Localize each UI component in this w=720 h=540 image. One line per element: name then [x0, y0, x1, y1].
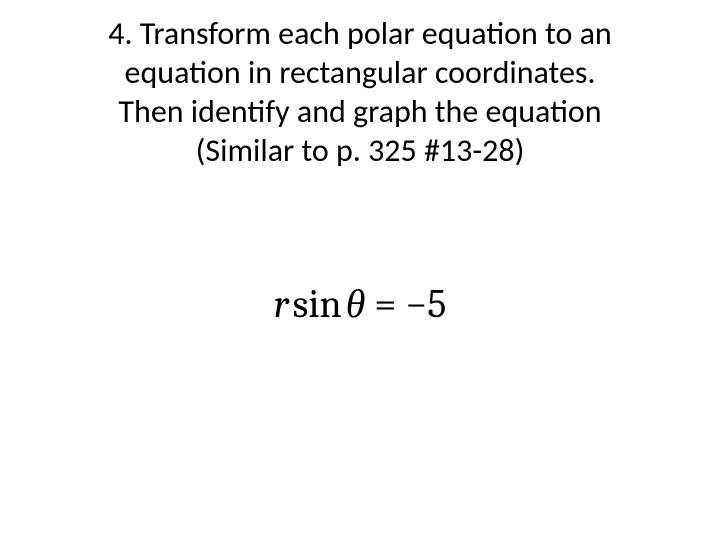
- equation-equals: =: [374, 281, 396, 327]
- polar-equation: rsinθ = −5: [274, 281, 447, 327]
- slide: 4. Transform each polar equation to an e…: [0, 0, 720, 540]
- equation-rhs: −5: [405, 281, 446, 327]
- title-line-3: Then identify and graph the equation: [24, 92, 696, 131]
- title-line-1: 4. Transform each polar equation to an: [24, 14, 696, 53]
- equation-sin: sin: [293, 281, 342, 327]
- title-block: 4. Transform each polar equation to an e…: [0, 14, 720, 170]
- equation-theta: θ: [346, 281, 366, 327]
- equation-block: rsinθ = −5: [0, 280, 720, 327]
- title-line-2: equation in rectangular coordinates.: [24, 53, 696, 92]
- equation-r: r: [274, 281, 289, 327]
- title-line-4: (Similar to p. 325 #13-28): [24, 131, 696, 170]
